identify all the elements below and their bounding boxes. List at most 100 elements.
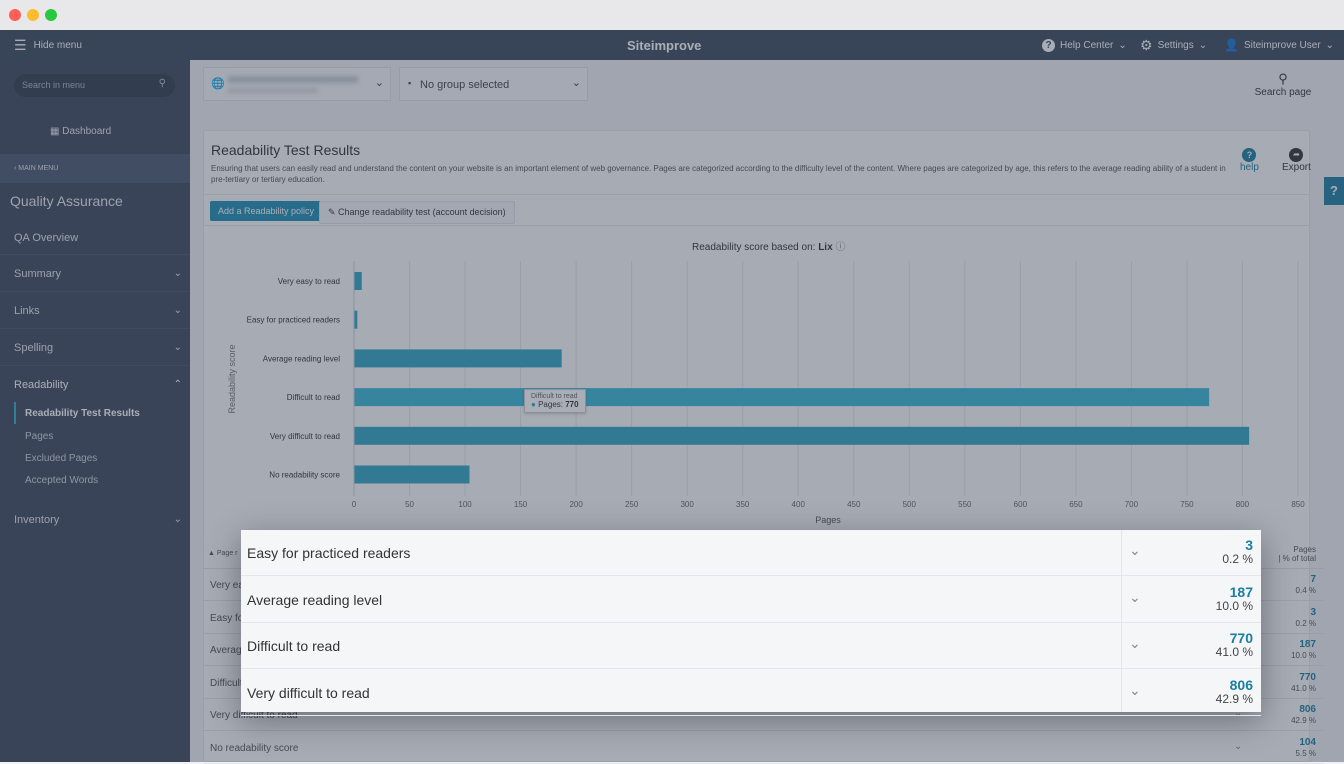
table-row[interactable]: Very difficult to read ⌄ 806 42.9 %	[204, 699, 1324, 731]
x-tick-label: 850	[1291, 500, 1305, 509]
hamburger-icon: ☰	[14, 36, 27, 53]
site-name-blurred	[228, 76, 358, 83]
bar[interactable]	[354, 272, 362, 290]
close-window-button[interactable]	[9, 9, 21, 21]
x-tick-label: 0	[352, 500, 357, 509]
chevron-down-icon[interactable]: ⌄	[1129, 542, 1141, 558]
sidebar: Search in menu ⚲ ▦ Dashboard ‹ MAIN MENU…	[0, 60, 190, 762]
sidebar-item-spelling[interactable]: Spelling ⌄	[0, 329, 190, 366]
info-icon: ⓘ	[835, 242, 846, 253]
chart-title: Readability score based on: Lix ⓘ	[692, 242, 846, 253]
chevron-down-icon: ⌄	[173, 342, 182, 353]
pencil-icon: ✎	[328, 207, 339, 217]
chevron-down-icon: ⌄	[173, 305, 182, 316]
add-readability-policy-button[interactable]: Add a Readability policy	[210, 201, 323, 221]
help-tab-button[interactable]: ?	[1324, 177, 1344, 205]
page-description: Ensuring that users can easily read and …	[211, 164, 1226, 184]
popup-row[interactable]: Easy for practiced readers ⌄ 3 0.2 %	[241, 530, 1261, 576]
y-tick-label: Very difficult to read	[270, 432, 340, 441]
main-menu-back[interactable]: ‹ MAIN MENU	[0, 154, 190, 183]
hide-menu-button[interactable]: ☰ Hide menu	[14, 36, 82, 53]
dashboard-icon: ▦	[50, 126, 63, 137]
search-page-button[interactable]: ⚲ Search page	[1250, 71, 1316, 98]
sidebar-item-readability[interactable]: Readability ⌃	[14, 379, 182, 391]
chevron-down-icon: ⌄	[1118, 39, 1127, 51]
x-tick-label: 250	[625, 500, 639, 509]
sidebar-item-links[interactable]: Links ⌄	[0, 292, 190, 329]
popup-row[interactable]: Very difficult to read ⌄ 806 42.9 %	[241, 670, 1261, 716]
sidebar-item-summary[interactable]: Summary ⌄	[0, 255, 190, 292]
y-tick-label: No readability score	[269, 471, 340, 480]
chevron-down-icon: ⌄	[173, 268, 182, 279]
help-icon: ?	[1042, 38, 1055, 52]
section-title: Quality Assurance	[10, 193, 123, 209]
group-icon: ▪	[408, 78, 412, 88]
y-tick-label: Easy for practiced readers	[247, 316, 340, 325]
sidebar-subitem-accepted-words[interactable]: Accepted Words	[25, 475, 99, 486]
chevron-down-icon[interactable]: ⌄	[1129, 681, 1141, 698]
chevron-down-icon: ⌄	[1198, 39, 1208, 51]
y-tick-label: Difficult to read	[287, 393, 340, 402]
maximize-window-button[interactable]	[45, 9, 57, 21]
x-tick-label: 200	[569, 500, 583, 509]
help-button[interactable]: ? help	[1240, 148, 1259, 173]
share-icon: ➦	[1289, 148, 1304, 162]
search-icon: ⚲	[158, 78, 166, 89]
y-axis-label: Readability score	[227, 344, 237, 413]
user-menu[interactable]: 👤 Siteimprove User ⌄	[1224, 38, 1335, 52]
x-tick-label: 550	[958, 500, 972, 509]
bar[interactable]	[354, 310, 358, 329]
chevron-down-icon[interactable]: ⌄	[1234, 740, 1243, 752]
help-icon: ?	[1242, 148, 1257, 162]
logo: Siteimprove	[627, 37, 702, 53]
minimize-window-button[interactable]	[27, 9, 39, 21]
bar[interactable]	[354, 426, 1250, 445]
x-tick-label: 700	[1125, 500, 1139, 509]
x-tick-label: 750	[1180, 500, 1194, 509]
x-tick-label: 600	[1014, 500, 1028, 509]
export-button[interactable]: ➦ Export	[1282, 148, 1311, 173]
page-title: Readability Test Results	[211, 142, 361, 158]
x-tick-label: 800	[1236, 500, 1250, 509]
settings-menu[interactable]: ⚙ Settings ⌄	[1140, 36, 1208, 53]
popup-row[interactable]: Difficult to read ⌄ 770 41.0 %	[241, 623, 1261, 669]
sidebar-subitem-pages[interactable]: Pages	[25, 431, 54, 442]
sidebar-item-inventory[interactable]: Inventory ⌄	[14, 514, 182, 526]
sidebar-item-qa-overview[interactable]: QA Overview	[0, 218, 190, 255]
sidebar-subitem-excluded-pages[interactable]: Excluded Pages	[25, 453, 98, 464]
x-tick-label: 300	[680, 500, 694, 509]
user-icon: 👤	[1224, 38, 1239, 52]
active-indicator	[14, 402, 16, 424]
bar[interactable]	[354, 349, 562, 368]
x-tick-label: 100	[458, 500, 472, 509]
chevron-down-icon[interactable]: ⌄	[1234, 708, 1243, 719]
pages-column-header[interactable]: Pages | % of total	[1278, 545, 1316, 563]
help-center-menu[interactable]: ? Help Center ⌄	[1042, 30, 1127, 60]
sort-column-header[interactable]: ▲ Page r	[208, 550, 238, 557]
chevron-up-icon: ⌃	[173, 379, 182, 390]
x-tick-label: 50	[405, 500, 414, 509]
x-axis-label: Pages	[815, 515, 841, 525]
group-select[interactable]: ▪ No group selected ⌄	[399, 67, 588, 101]
chevron-down-icon[interactable]: ⌄	[1129, 635, 1141, 651]
dashboard-link[interactable]: ▦ Dashboard	[50, 126, 112, 137]
y-tick-label: Very easy to read	[278, 277, 340, 286]
x-tick-label: 350	[736, 500, 750, 509]
globe-icon: 🌐	[211, 78, 225, 90]
chevron-down-icon[interactable]: ⌄	[1129, 588, 1141, 605]
y-tick-label: Average reading level	[263, 354, 340, 363]
x-tick-label: 650	[1069, 500, 1083, 509]
bar[interactable]	[354, 465, 470, 484]
site-select[interactable]: 🌐 ⌄	[203, 67, 391, 101]
highlighted-rows-popup: Easy for practiced readers ⌄ 3 0.2 % Average…	[241, 530, 1261, 716]
menu-search-input[interactable]: Search in menu ⚲	[14, 74, 175, 97]
chevron-down-icon: ⌄	[173, 514, 182, 525]
sidebar-subitem-readability-test-results[interactable]: Readability Test Results	[25, 408, 140, 419]
change-readability-test-button[interactable]: ✎ Change readability test (account decis…	[319, 201, 515, 224]
chevron-down-icon: ⌄	[1325, 39, 1335, 51]
chart-tooltip: Difficult to read ● Pages: 770	[524, 389, 586, 413]
x-tick-label: 500	[903, 500, 917, 509]
popup-row[interactable]: Average reading level ⌄ 187 10.0 %	[241, 577, 1261, 623]
chevron-down-icon: ⌄	[571, 77, 581, 89]
x-tick-label: 150	[514, 500, 528, 509]
